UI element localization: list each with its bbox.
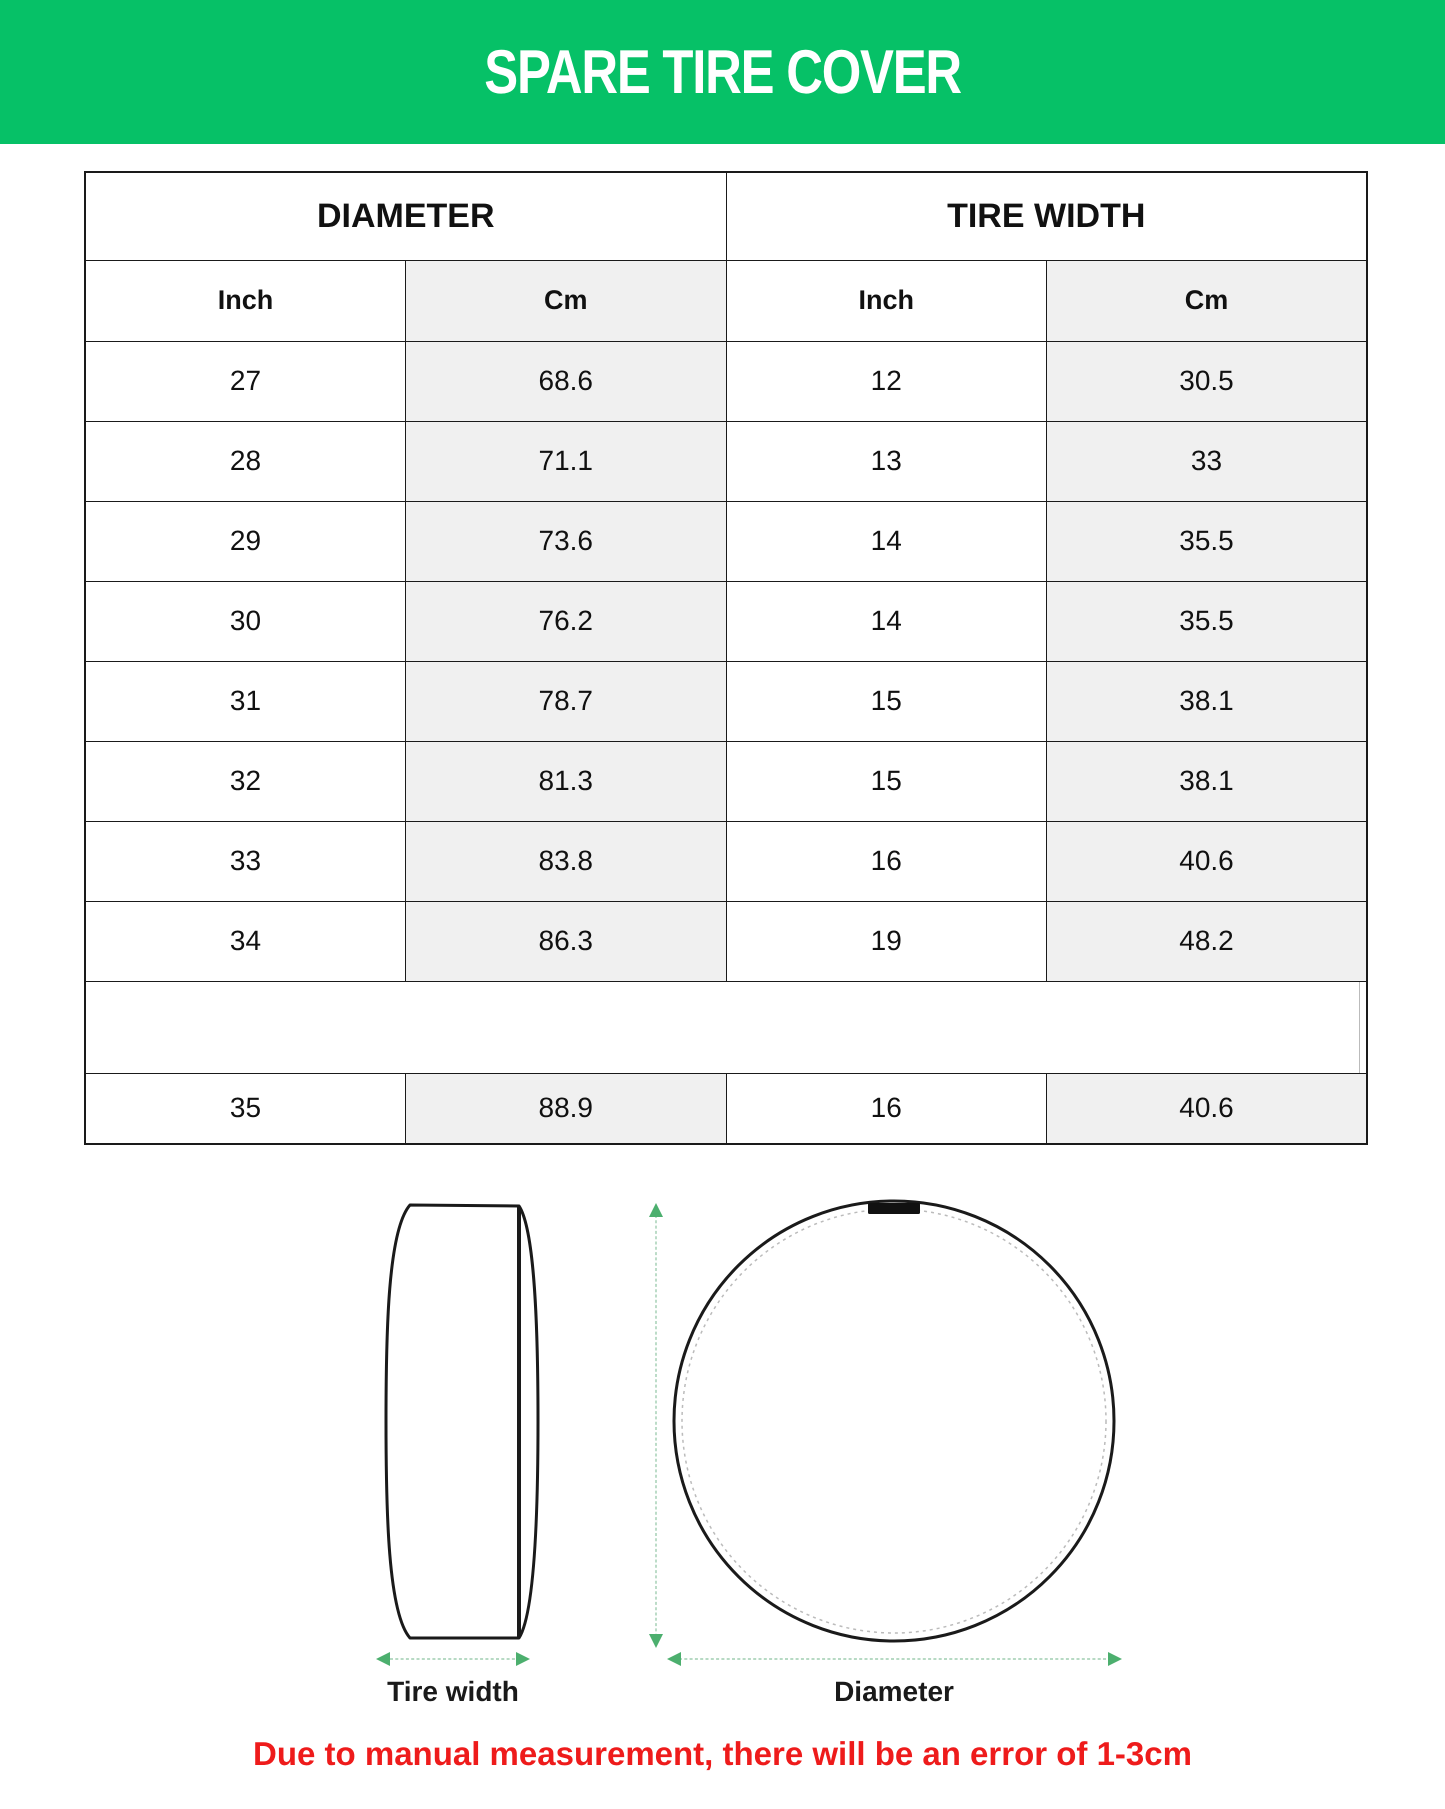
svg-text:Diameter: Diameter <box>834 1676 954 1707</box>
svg-text:Tire width: Tire width <box>387 1676 519 1707</box>
